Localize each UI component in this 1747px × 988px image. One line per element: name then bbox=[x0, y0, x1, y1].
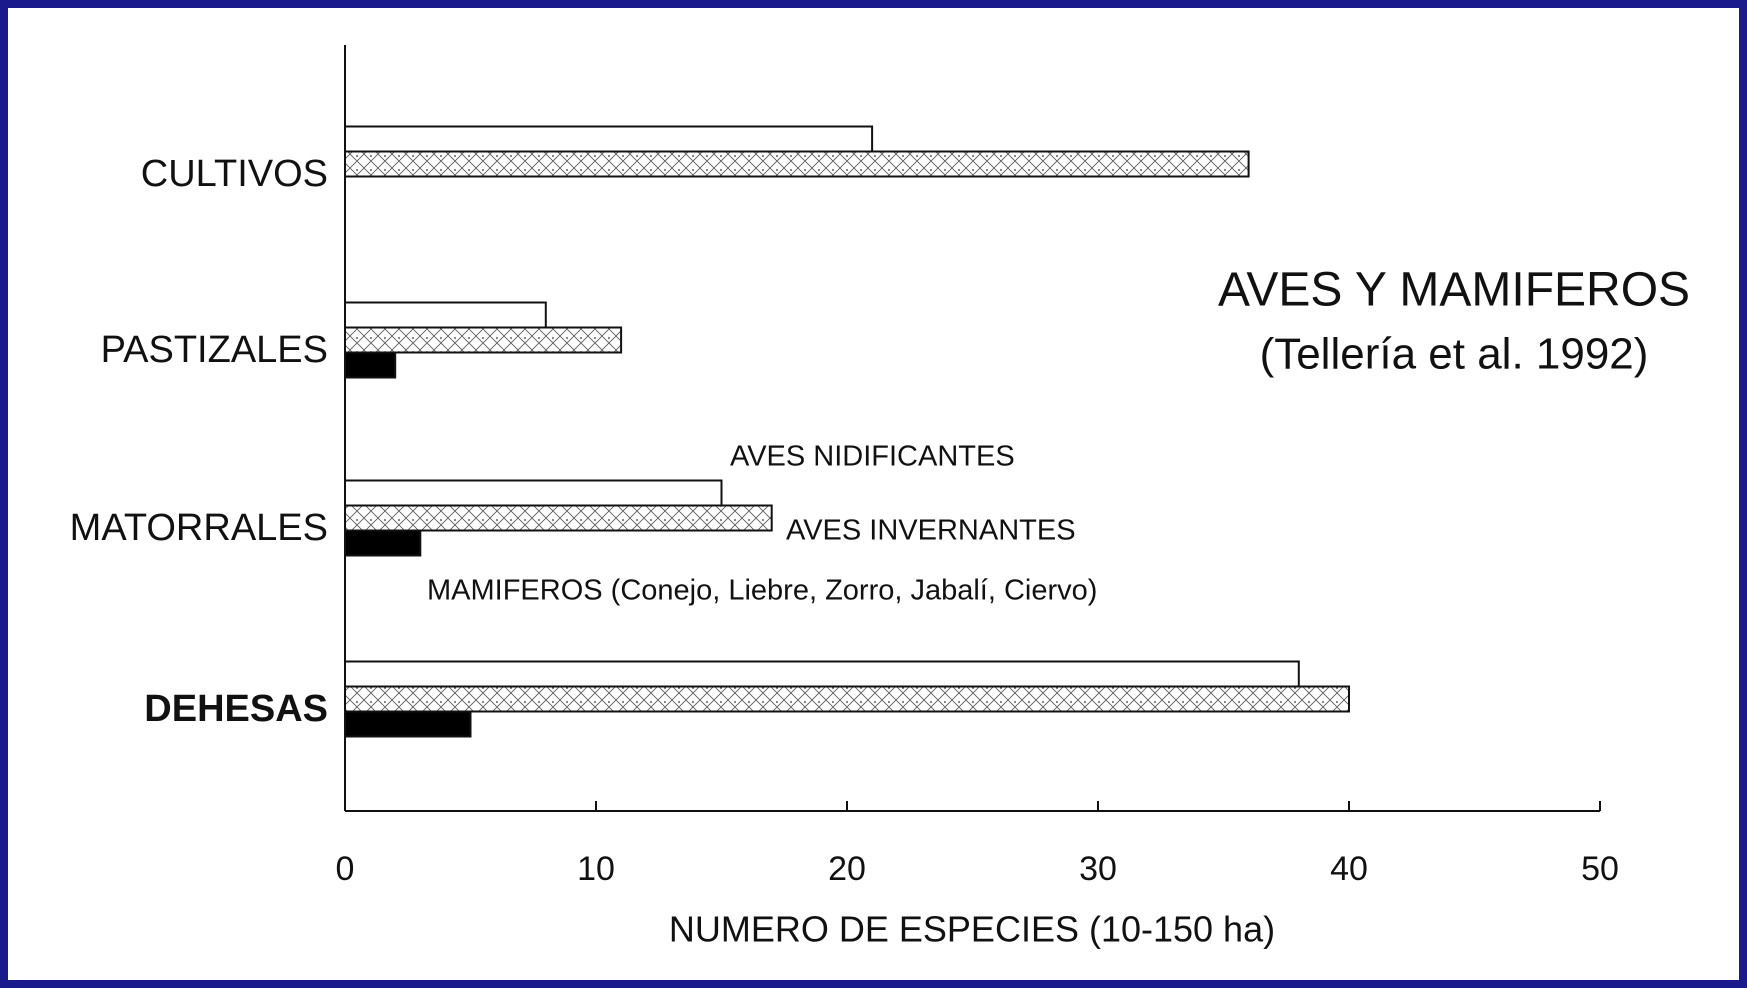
bar bbox=[344, 479, 723, 507]
x-tick-label: 50 bbox=[1581, 850, 1619, 888]
y-tick-label: PASTIZALES bbox=[101, 329, 328, 371]
x-tick-label: 30 bbox=[1079, 850, 1117, 888]
legend-label: AVES INVERNANTES bbox=[786, 515, 1076, 547]
y-tick-label: DEHESAS bbox=[144, 688, 328, 730]
x-tick-label: 40 bbox=[1330, 850, 1368, 888]
bar bbox=[344, 504, 773, 532]
x-axis-title: NUMERO DE ESPECIES (10-150 ha) bbox=[669, 909, 1275, 950]
bar bbox=[344, 660, 1300, 688]
bar bbox=[344, 326, 623, 354]
bar bbox=[344, 125, 874, 153]
x-tick-label: 0 bbox=[336, 850, 355, 888]
bar bbox=[344, 529, 422, 557]
legend-label: AVES NIDIFICANTES bbox=[730, 441, 1015, 473]
bar bbox=[344, 150, 1250, 178]
chart-title: AVES Y MAMIFEROS bbox=[1218, 264, 1690, 317]
bar bbox=[344, 301, 547, 329]
bar bbox=[344, 710, 472, 738]
bar bbox=[344, 351, 397, 379]
x-tick-label: 20 bbox=[828, 850, 866, 888]
x-tick-label: 10 bbox=[577, 850, 615, 888]
legend-label: MAMIFEROS (Conejo, Liebre, Zorro, Jabalí… bbox=[427, 575, 1097, 607]
y-tick-label: MATORRALES bbox=[70, 507, 328, 549]
y-tick-label: CULTIVOS bbox=[141, 153, 328, 195]
chart-subtitle: (Tellería et al. 1992) bbox=[1260, 330, 1649, 379]
bar bbox=[344, 685, 1350, 713]
